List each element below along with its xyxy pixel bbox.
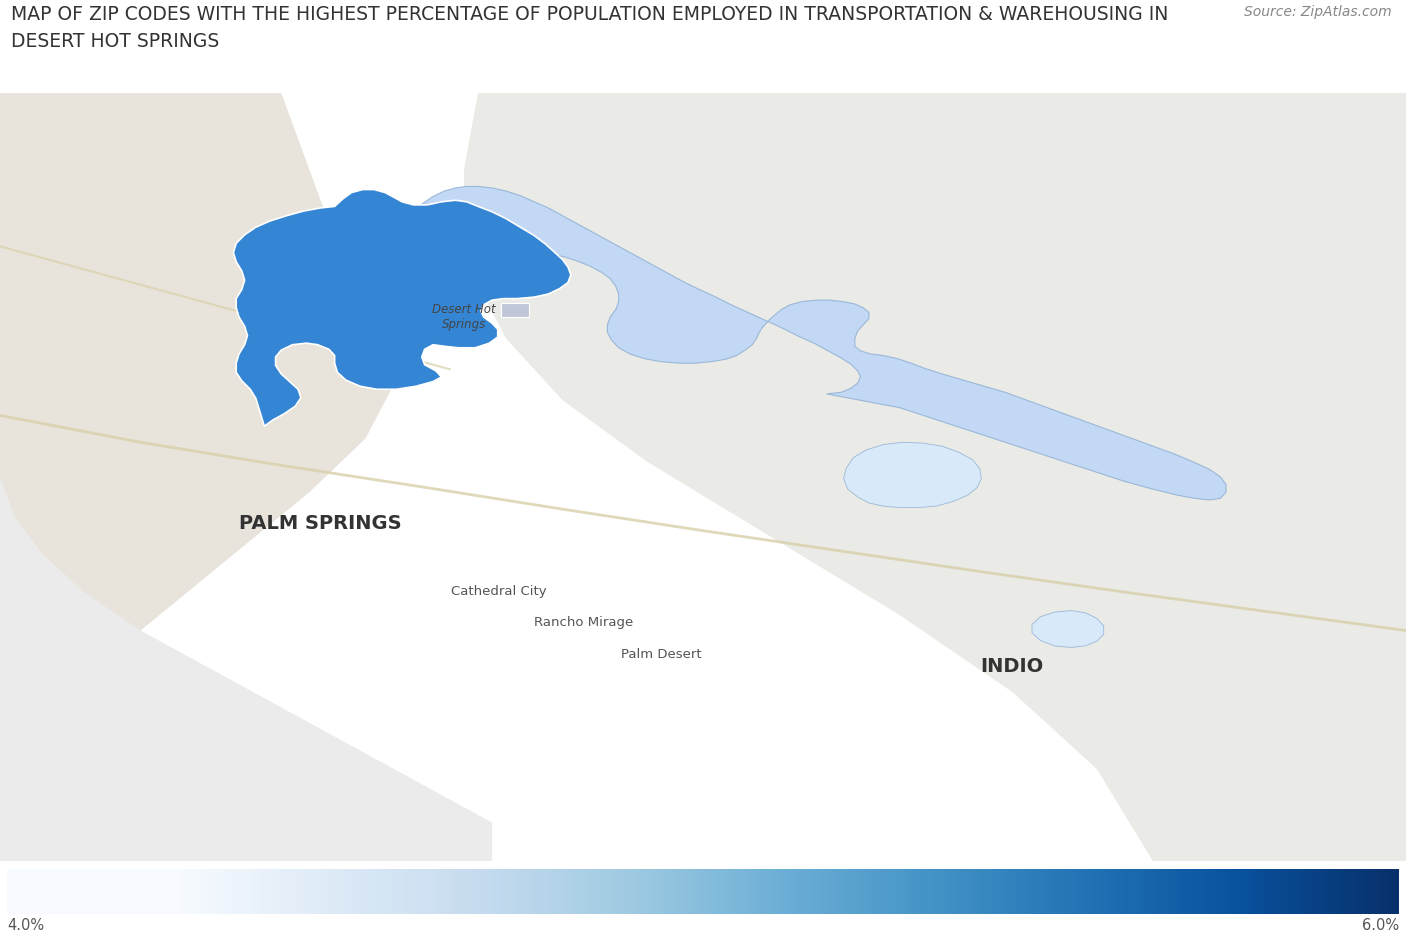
Polygon shape [0, 94, 394, 769]
Text: INDIO: INDIO [981, 656, 1043, 675]
Text: 6.0%: 6.0% [1362, 917, 1399, 932]
Text: DESERT HOT SPRINGS: DESERT HOT SPRINGS [11, 32, 219, 51]
Text: Source: ZipAtlas.com: Source: ZipAtlas.com [1244, 5, 1392, 19]
Text: Cathedral City: Cathedral City [451, 584, 547, 597]
Text: PALM SPRINGS: PALM SPRINGS [239, 514, 402, 533]
Polygon shape [501, 304, 529, 317]
Polygon shape [1032, 611, 1104, 648]
Polygon shape [401, 94, 1406, 861]
Polygon shape [405, 187, 1226, 501]
Polygon shape [844, 443, 981, 508]
Text: Desert Hot
Springs: Desert Hot Springs [432, 302, 496, 330]
Text: MAP OF ZIP CODES WITH THE HIGHEST PERCENTAGE OF POPULATION EMPLOYED IN TRANSPORT: MAP OF ZIP CODES WITH THE HIGHEST PERCEN… [11, 5, 1168, 23]
Polygon shape [0, 477, 492, 861]
Text: Rancho Mirage: Rancho Mirage [534, 615, 633, 628]
Text: 4.0%: 4.0% [7, 917, 44, 932]
Polygon shape [233, 190, 571, 427]
Text: Palm Desert: Palm Desert [620, 648, 702, 661]
